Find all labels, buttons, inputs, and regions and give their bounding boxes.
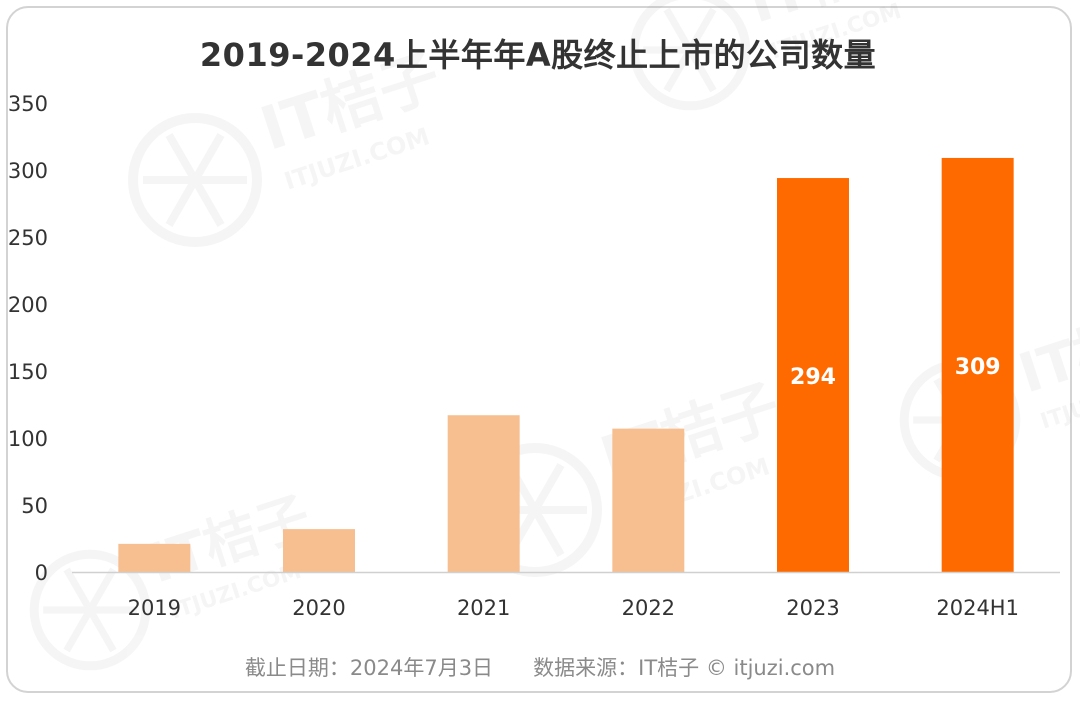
- data-label-2023: 294: [790, 365, 836, 390]
- x-tick-label: 2023: [786, 596, 839, 620]
- bar-2019: [118, 543, 191, 572]
- bar-2023: [777, 178, 849, 573]
- bar-2020: [283, 529, 355, 572]
- y-tick-label: 350: [8, 92, 48, 116]
- chart-footer: 截止日期：2024年7月3日 数据来源：IT桔子 © itjuzi.com: [0, 652, 1080, 682]
- chart-title: 2019-2024上半年年A股终止上市的公司数量: [199, 36, 877, 74]
- x-tick-label: 2024H1: [936, 596, 1019, 620]
- y-tick-label: 100: [8, 427, 48, 451]
- bar-2022: [612, 428, 685, 572]
- x-tick-label: 2019: [128, 596, 181, 620]
- watermark-brand: IT桔子: [1011, 294, 1080, 405]
- x-axis: 2019 2020 2021 2022 2023 2024H1: [72, 571, 1060, 620]
- bar-2021: [447, 415, 520, 572]
- chart-card: [6, 6, 1072, 693]
- y-tick-label: 0: [35, 561, 48, 585]
- x-tick-label: 2022: [622, 596, 675, 620]
- y-axis: 0 50 100 150 200 250 300 350: [8, 92, 48, 585]
- y-tick-label: 250: [8, 226, 48, 250]
- bars: 294 309: [118, 157, 1014, 573]
- data-label-2024H1: 309: [955, 355, 1001, 380]
- y-tick-label: 200: [8, 293, 48, 317]
- x-tick-label: 2020: [292, 596, 345, 620]
- footer-date-note: 截止日期：2024年7月3日: [244, 656, 494, 680]
- x-tick-label: 2021: [457, 596, 510, 620]
- y-tick-label: 150: [8, 360, 48, 384]
- y-tick-label: 300: [8, 159, 48, 183]
- bar-2024H1: [941, 157, 1014, 572]
- y-tick-label: 50: [21, 494, 48, 518]
- footer-source-note: 数据来源：IT桔子 © itjuzi.com: [533, 656, 836, 680]
- watermark-layer: IT桔子ITJUZI.COMIT桔子ITJUZI.COMIT桔子ITJUZI.C…: [29, 0, 1080, 671]
